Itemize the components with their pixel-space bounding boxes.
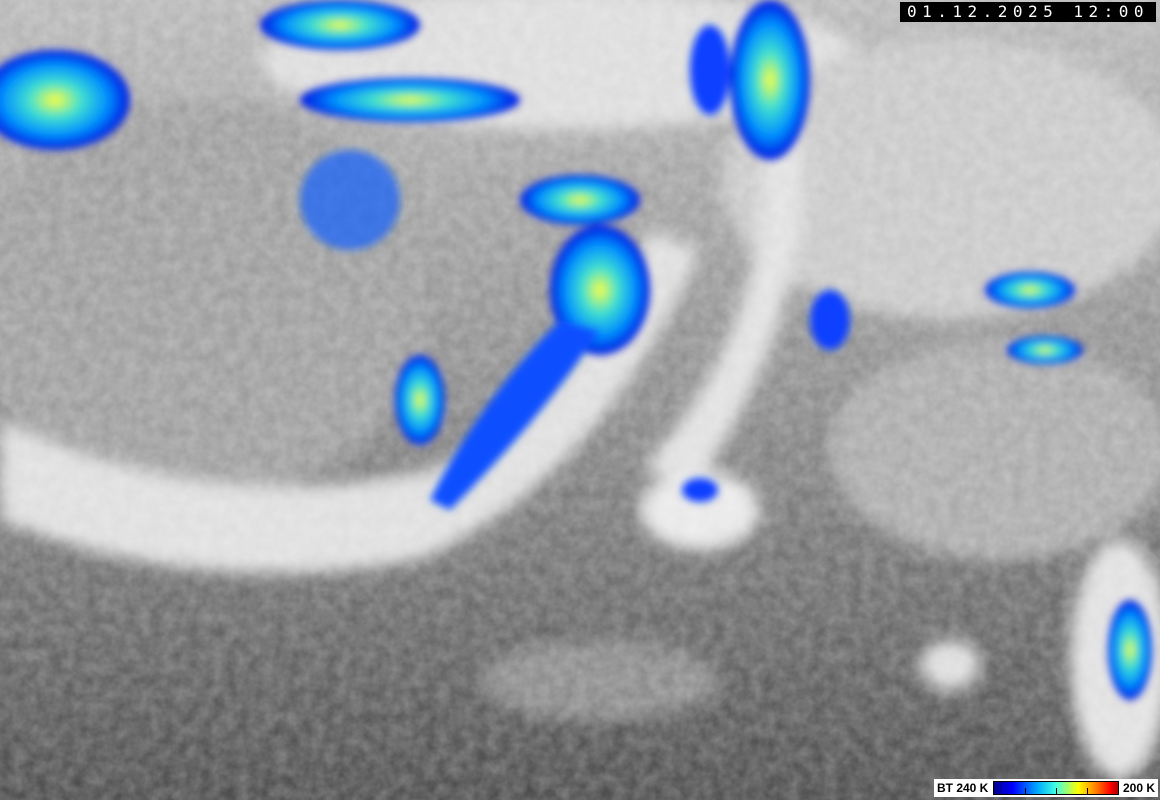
- colorbar-legend: BT 240 K 200 K: [934, 779, 1158, 797]
- timestamp-label: 01.12.2025 12:00: [900, 2, 1156, 22]
- legend-high-label: 200 K: [1123, 781, 1156, 795]
- colorbar-tick: [1056, 788, 1057, 794]
- legend-low-label: BT 240 K: [937, 781, 989, 795]
- colorbar-tick: [1087, 788, 1088, 794]
- cold-cloud-tops: [0, 0, 1152, 700]
- colorbar: [993, 781, 1119, 795]
- colorbar-tick: [1025, 788, 1026, 794]
